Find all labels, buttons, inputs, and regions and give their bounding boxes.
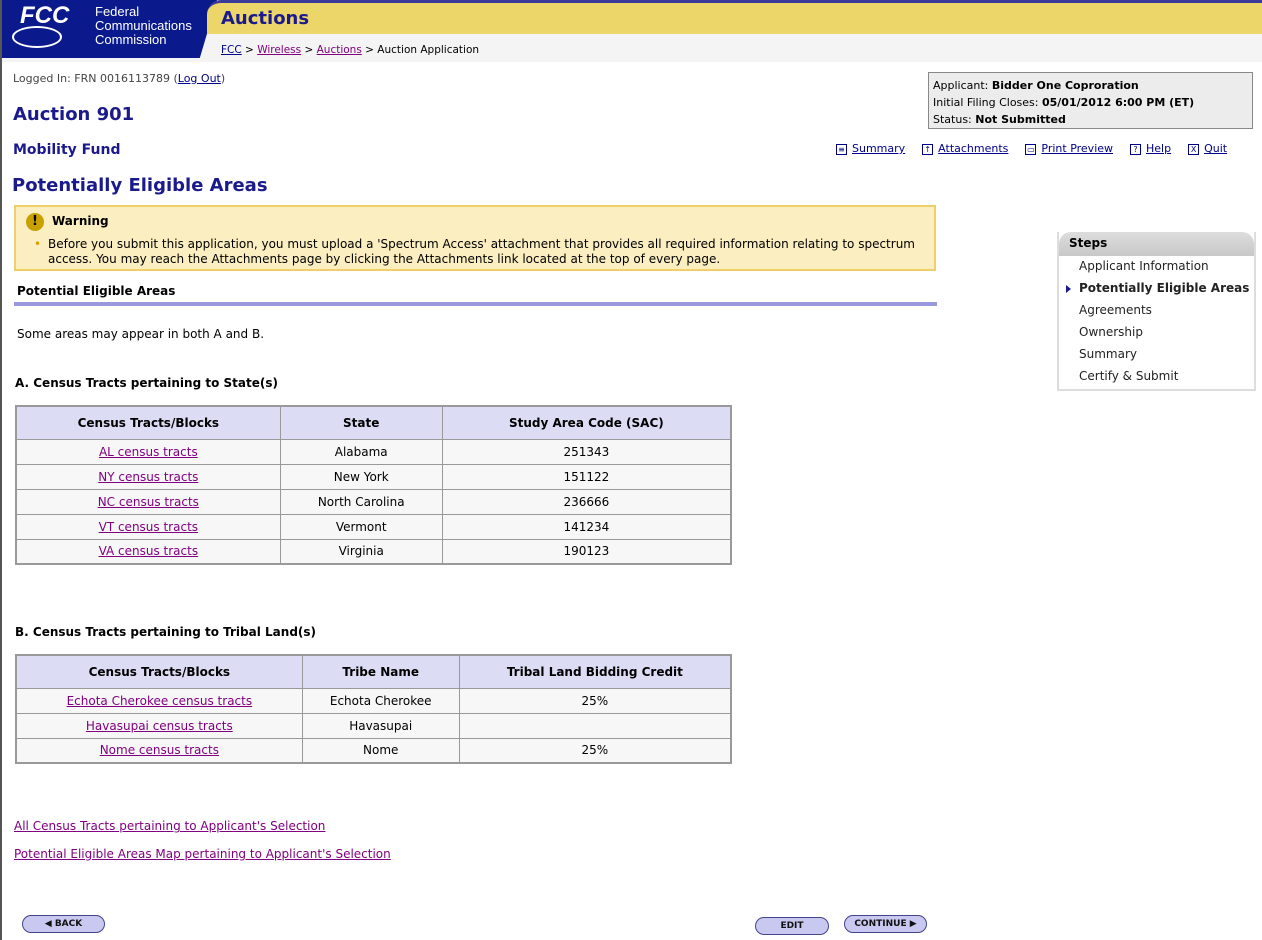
census-tracts-link[interactable]: Nome census tracts xyxy=(99,743,219,758)
logout-link[interactable]: Log Out xyxy=(177,72,221,85)
table-cell: Echota Cherokee xyxy=(301,687,460,714)
print-preview-link[interactable]: Print Preview xyxy=(1041,142,1114,155)
page-title: Potentially Eligible Areas xyxy=(12,175,268,196)
table-b-title: B. Census Tracts pertaining to Tribal La… xyxy=(15,625,317,639)
census-tracts-link[interactable]: NC census tracts xyxy=(97,494,199,509)
table-row: Havasupai census tracts Havasupai xyxy=(15,712,732,739)
back-button[interactable]: ◀ BACK xyxy=(22,915,105,933)
step-item[interactable]: Applicant Information xyxy=(1079,259,1209,273)
steps-title: Steps xyxy=(1059,232,1254,256)
section-banner: Auctions xyxy=(207,0,1262,34)
census-tracts-link[interactable]: AL census tracts xyxy=(98,444,198,459)
breadcrumb-auctions[interactable]: Auctions xyxy=(316,44,362,56)
table-cell xyxy=(458,712,732,739)
summary-link[interactable]: Summary xyxy=(852,142,906,155)
step-item[interactable]: Ownership xyxy=(1079,325,1143,339)
breadcrumb-current: Auction Application xyxy=(377,44,480,56)
table-row: AL census tracts Alabama 251343 xyxy=(15,438,732,465)
table-cell: New York xyxy=(279,463,443,490)
state-census-table: Census Tracts/Blocks State Study Area Code… xyxy=(15,405,732,565)
table-cell: 251343 xyxy=(441,438,732,465)
breadcrumb: FCC > Wireless > Auctions > Auction Appl… xyxy=(221,44,480,56)
help-link[interactable]: Help xyxy=(1146,142,1172,155)
steps-panel: Steps Applicant Information Potentially E… xyxy=(1057,232,1256,391)
tribal-census-table: Census Tracts/Blocks Tribe Name Tribal Lan… xyxy=(15,654,732,764)
table-cell: 236666 xyxy=(441,488,732,515)
census-tracts-link[interactable]: VA census tracts xyxy=(98,544,199,559)
table-cell: Vermont xyxy=(279,513,443,540)
census-tracts-link[interactable]: Echota Cherokee census tracts xyxy=(66,693,253,708)
table-row: NY census tracts New York 151122 xyxy=(15,463,732,490)
table-cell: Virginia xyxy=(279,538,443,565)
table-cell: 151122 xyxy=(441,463,732,490)
quit-link[interactable]: Quit xyxy=(1204,142,1228,155)
table-cell: 25% xyxy=(458,737,732,764)
table-row: Nome census tracts Nome 25% xyxy=(15,737,732,764)
note-text: Some areas may appear in both A and B. xyxy=(17,327,265,341)
table-cell: 141234 xyxy=(441,513,732,540)
printer-icon: ▭ xyxy=(1025,143,1037,155)
upload-icon: ↑ xyxy=(922,143,934,155)
agency-name: Federal Communications Commission xyxy=(95,4,192,47)
signal-icon xyxy=(12,26,62,48)
step-item[interactable]: Potentially Eligible Areas xyxy=(1059,278,1254,300)
breadcrumb-fcc[interactable]: FCC xyxy=(221,44,242,56)
continue-button[interactable]: CONTINUE ▶ xyxy=(844,915,927,933)
fcc-logo[interactable]: FCC Federal Communications Commission xyxy=(2,0,217,58)
table-cell: Alabama xyxy=(279,438,443,465)
auction-title: Auction 901 xyxy=(13,104,135,125)
census-tracts-link[interactable]: VT census tracts xyxy=(98,519,199,534)
help-icon: ? xyxy=(1130,143,1142,155)
table-cell: Nome xyxy=(301,737,460,764)
step-item[interactable]: Certify & Submit xyxy=(1079,369,1179,383)
table-cell: North Carolina xyxy=(279,488,443,515)
eligible-areas-map-link[interactable]: Potential Eligible Areas Map pertaining … xyxy=(14,847,391,861)
table-cell: 25% xyxy=(458,687,732,714)
table-a-title: A. Census Tracts pertaining to State(s) xyxy=(15,376,278,390)
table-row: VT census tracts Vermont 141234 xyxy=(15,513,732,540)
auction-subtitle: Mobility Fund xyxy=(13,142,121,158)
toolbar: ≡ Summary ↑ Attachments ▭ Print Preview ? He… xyxy=(836,142,1227,155)
table-row: Echota Cherokee census tracts Echota Cher… xyxy=(15,687,732,714)
step-item[interactable]: Summary xyxy=(1079,347,1137,361)
warning-box: !Warning Before you submit this applicat… xyxy=(14,205,936,271)
census-tracts-link[interactable]: Havasupai census tracts xyxy=(85,718,233,733)
close-icon: X xyxy=(1188,143,1200,155)
step-item[interactable]: Agreements xyxy=(1079,303,1152,317)
list-icon: ≡ xyxy=(836,143,847,155)
census-tracts-link[interactable]: NY census tracts xyxy=(98,469,199,484)
site-header: FCC Federal Communications Commission Auct… xyxy=(2,0,1262,62)
table-row: VA census tracts Virginia 190123 xyxy=(15,538,732,565)
warning-icon: ! xyxy=(26,213,44,231)
all-census-tracts-link[interactable]: All Census Tracts pertaining to Applican… xyxy=(14,819,326,833)
section-header: Potential Eligible Areas xyxy=(14,284,937,306)
breadcrumb-wireless[interactable]: Wireless xyxy=(257,44,302,56)
edit-button[interactable]: EDIT xyxy=(755,917,829,935)
table-cell: 190123 xyxy=(441,538,732,565)
table-row: NC census tracts North Carolina 236666 xyxy=(15,488,732,515)
login-status: Logged In: FRN 0016113789 (Log Out) xyxy=(13,72,226,85)
table-cell: Havasupai xyxy=(301,712,460,739)
attachments-link[interactable]: Attachments xyxy=(938,142,1009,155)
applicant-info: Applicant: Bidder One Coproration Initia… xyxy=(928,72,1253,129)
